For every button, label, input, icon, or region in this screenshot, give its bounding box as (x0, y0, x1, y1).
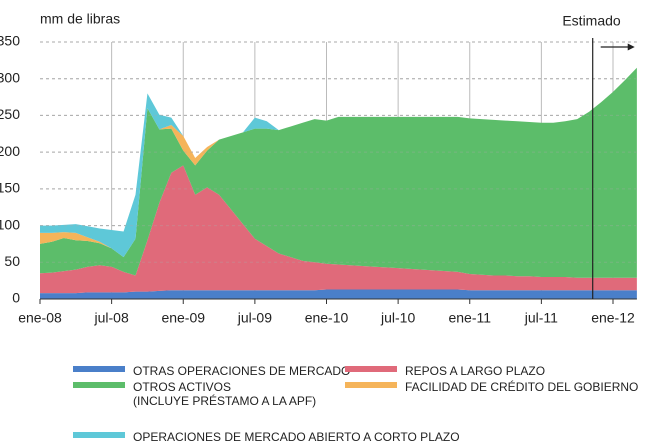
x-tick-label: ene-09 (161, 310, 205, 326)
y-axis-label: mm de libras (40, 11, 120, 27)
x-tick-label: jul-10 (380, 310, 415, 326)
y-tick-label: 150 (0, 180, 20, 196)
legend-swatch (345, 382, 397, 388)
x-tick-label: ene-10 (305, 310, 349, 326)
area (40, 165, 637, 294)
legend-swatch (345, 366, 397, 372)
legend-label: FACILIDAD DE CRÉDITO DEL GOBIERNO (405, 380, 639, 394)
legend-label: OPERACIONES DE MERCADO ABIERTO A CORTO P… (133, 430, 460, 444)
y-tick-label: 100 (0, 216, 20, 232)
chart: mm de libras 0 50 100 150 200 250 300 350 ene-08… (0, 11, 637, 326)
x-tick-label: jul-11 (524, 310, 558, 326)
x-tick-label: jul-08 (94, 310, 129, 326)
legend-label: OTRAS OPERACIONES DE MERCADO (133, 364, 351, 378)
area (40, 289, 637, 299)
area (40, 67, 637, 258)
y-tick-label: 200 (0, 143, 20, 159)
y-tick-label: 350 (0, 33, 20, 49)
legend-label: REPOS A LARGO PLAZO (405, 364, 546, 378)
legend-swatch (73, 432, 125, 438)
y-tick-label: 300 (0, 69, 20, 85)
annotation: Estimado (562, 13, 621, 29)
x-tick-label: ene-11 (448, 310, 491, 326)
legend-swatch (73, 366, 125, 372)
x-tick-label: ene-08 (18, 310, 62, 326)
legend-label: OTROS ACTIVOS (INCLUYE PRÉSTAMO A LA APF… (133, 380, 317, 408)
arrow-head (627, 43, 635, 51)
y-tick-label: 50 (4, 253, 20, 269)
x-tick-label: ene-12 (591, 310, 635, 326)
legend-swatch (73, 382, 125, 388)
y-tick-label: 0 (12, 290, 20, 306)
y-tick-label: 250 (0, 106, 20, 122)
x-tick-label: jul-09 (237, 310, 272, 326)
area (40, 67, 637, 278)
